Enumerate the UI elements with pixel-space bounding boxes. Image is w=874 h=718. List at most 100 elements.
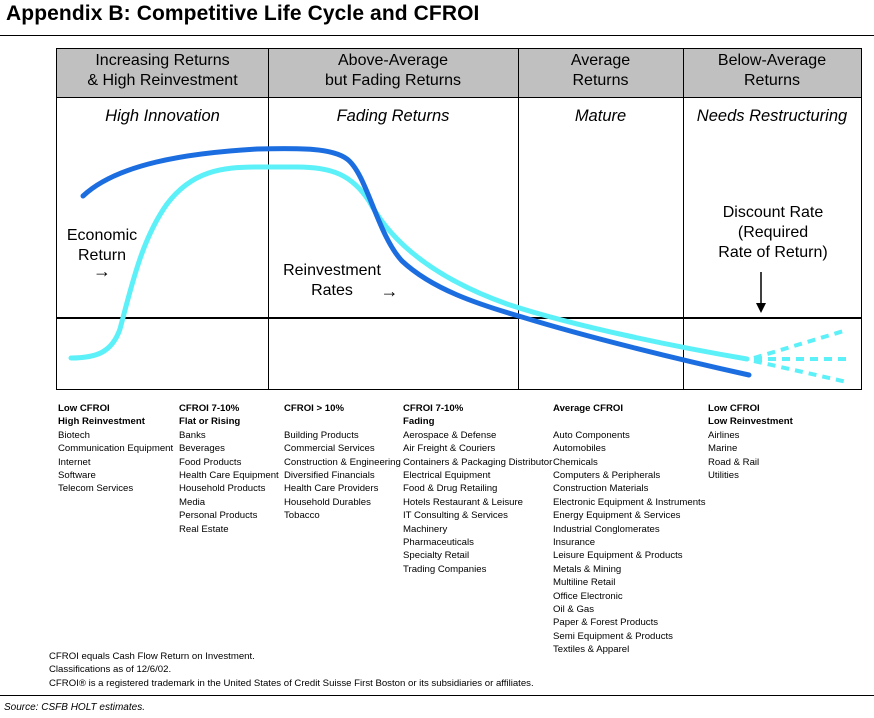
- economic-return-curve: [80, 146, 752, 378]
- phase-header-line: Average: [570, 52, 631, 69]
- industry-item: Biotech: [58, 429, 90, 441]
- industry-item: Leisure Equipment & Products: [553, 550, 683, 562]
- industry-item: Semi Equipment & Products: [553, 630, 673, 642]
- industry-item: Industrial Conglomerates: [553, 523, 660, 535]
- title-rule: [0, 35, 874, 36]
- annotation-line: (Required: [737, 224, 809, 241]
- economic-return-fan-down: [753, 359, 848, 384]
- column-header: Low Reinvestment: [708, 416, 793, 428]
- industry-item: Software: [58, 470, 96, 482]
- column-spacer: [553, 415, 706, 428]
- phase-header-line: Returns: [743, 72, 801, 89]
- industry-item: Oil & Gas: [553, 604, 595, 616]
- source-note: Source: CSFB HOLT estimates.: [4, 702, 145, 713]
- phase-header-average-returns: Average Returns: [518, 51, 683, 91]
- industry-column-cfroi-7-10-flat-or-rising: CFROI 7-10% Flat or Rising Banks Beverages F…: [179, 402, 279, 536]
- economic-return-arrow-icon: →: [93, 261, 111, 281]
- industry-item: Food & Drug Retailing: [403, 483, 498, 495]
- discount-rate-baseline: [57, 317, 861, 319]
- industry-item: Pharmaceuticals: [403, 537, 474, 549]
- industry-item: Building Products: [284, 429, 359, 441]
- industry-item: Internet: [58, 456, 91, 468]
- column-header: Low CFROI: [708, 403, 760, 414]
- phase-header-line: Above-Average: [338, 52, 448, 69]
- industry-item: Personal Products: [179, 510, 258, 522]
- annotation-line: Discount Rate: [722, 204, 824, 221]
- stage-mature: Mature: [574, 107, 627, 125]
- industry-item: Air Freight & Couriers: [403, 443, 496, 455]
- industry-item: Commercial Services: [284, 443, 375, 455]
- column-header: Fading: [403, 416, 435, 428]
- page-title: Appendix B: Competitive Life Cycle and C…: [6, 2, 480, 25]
- footnote: CFROI equals Cash Flow Return on Investm…: [49, 651, 255, 662]
- phase-divider-3: [683, 49, 684, 389]
- column-header: Low CFROI: [58, 403, 110, 414]
- industry-item: Metals & Mining: [553, 563, 622, 575]
- industry-item: Hotels Restaurant & Leisure: [403, 496, 523, 508]
- industry-item: Communication Equipment: [58, 443, 174, 455]
- phase-header-line: Below-Average: [717, 52, 827, 69]
- industry-item: Airlines: [708, 429, 740, 441]
- industry-item: Real Estate: [179, 523, 229, 535]
- industry-item: Telecom Services: [58, 483, 134, 495]
- phase-divider-1: [268, 49, 269, 389]
- industry-item: Office Electronic: [553, 590, 623, 602]
- discount-rate-label: Discount Rate (Required Rate of Return): [693, 203, 853, 263]
- industry-item: Media: [179, 496, 206, 508]
- phase-header-line: Returns: [572, 72, 629, 89]
- annotation-line: Return: [77, 247, 127, 264]
- phase-divider-2: [518, 49, 519, 389]
- industry-column-cfroi-over-10: CFROI > 10% Building Products Commercial S…: [284, 402, 401, 523]
- industry-item: Construction Materials: [553, 483, 649, 495]
- industry-item: Textiles & Apparel: [553, 644, 630, 656]
- industry-item: Computers & Peripherals: [553, 470, 661, 482]
- life-cycle-diagram: Increasing Returns & High Reinvestment A…: [56, 48, 862, 390]
- industry-item: Tobacco: [284, 510, 320, 522]
- industry-item: Electrical Equipment: [403, 470, 491, 482]
- industry-item: Chemicals: [553, 456, 598, 468]
- reinvestment-rates-arrow-icon: →: [380, 281, 399, 301]
- reinvestment-rates-curve: [68, 164, 750, 362]
- phase-header-band: [57, 49, 861, 98]
- industry-item: Trading Companies: [403, 563, 487, 575]
- industry-item: Insurance: [553, 537, 596, 549]
- industry-item: Banks: [179, 429, 206, 441]
- column-header: CFROI > 10%: [284, 403, 344, 414]
- annotation-line: Rates: [311, 282, 353, 299]
- industry-item: Health Care Equipment: [179, 470, 279, 482]
- industry-item: Marine: [708, 443, 738, 455]
- industry-item: Aerospace & Defense: [403, 429, 497, 441]
- phase-header-line: & High Reinvestment: [87, 72, 238, 89]
- stage-high-innovation: High Innovation: [105, 107, 220, 125]
- industry-item: Energy Equipment & Services: [553, 510, 681, 522]
- industry-item: Health Care Providers: [284, 483, 379, 495]
- footer-rule: [0, 695, 874, 696]
- footnote: CFROI® is a registered trademark in the …: [49, 678, 534, 689]
- industry-item: Paper & Forest Products: [553, 617, 659, 629]
- footnote: Classifications as of 12/6/02.: [49, 664, 172, 675]
- industry-item: Electronic Equipment & Instruments: [553, 496, 706, 508]
- industry-item: Containers & Packaging Distributor: [403, 456, 553, 468]
- phase-header-increasing-returns: Increasing Returns & High Reinvestment: [57, 51, 268, 91]
- industry-item: Multiline Retail: [553, 577, 616, 589]
- industry-column-cfroi-7-10-fading: CFROI 7-10% Fading Aerospace & Defense Air …: [403, 402, 552, 576]
- economic-return-label: Economic Return: [62, 226, 142, 266]
- industry-item: Auto Components: [553, 429, 630, 441]
- industry-item: IT Consulting & Services: [403, 510, 508, 522]
- industry-item: Road & Rail: [708, 456, 760, 468]
- industry-item: Beverages: [179, 443, 225, 455]
- phase-header-line: Increasing Returns: [95, 52, 230, 69]
- industry-item: Household Durables: [284, 496, 371, 508]
- industry-item: Construction & Engineering: [284, 456, 401, 468]
- column-header: Flat or Rising: [179, 416, 241, 428]
- annotation-line: Economic: [66, 227, 138, 244]
- economic-return-fan-up: [753, 328, 848, 360]
- industry-column-low-cfroi-low-reinvestment: Low CFROI Low Reinvestment Airlines Marine R…: [708, 402, 793, 482]
- column-spacer: [284, 415, 401, 428]
- column-header: CFROI 7-10%: [179, 403, 240, 414]
- phase-header-below-average-returns: Below-Average Returns: [683, 51, 861, 91]
- annotation-line: Reinvestment: [283, 262, 381, 279]
- industry-column-low-cfroi-high-reinvestment: Low CFROI High Reinvestment Biotech Communi…: [58, 402, 173, 496]
- column-header: Average CFROI: [553, 403, 624, 414]
- industry-item: Utilities: [708, 470, 739, 482]
